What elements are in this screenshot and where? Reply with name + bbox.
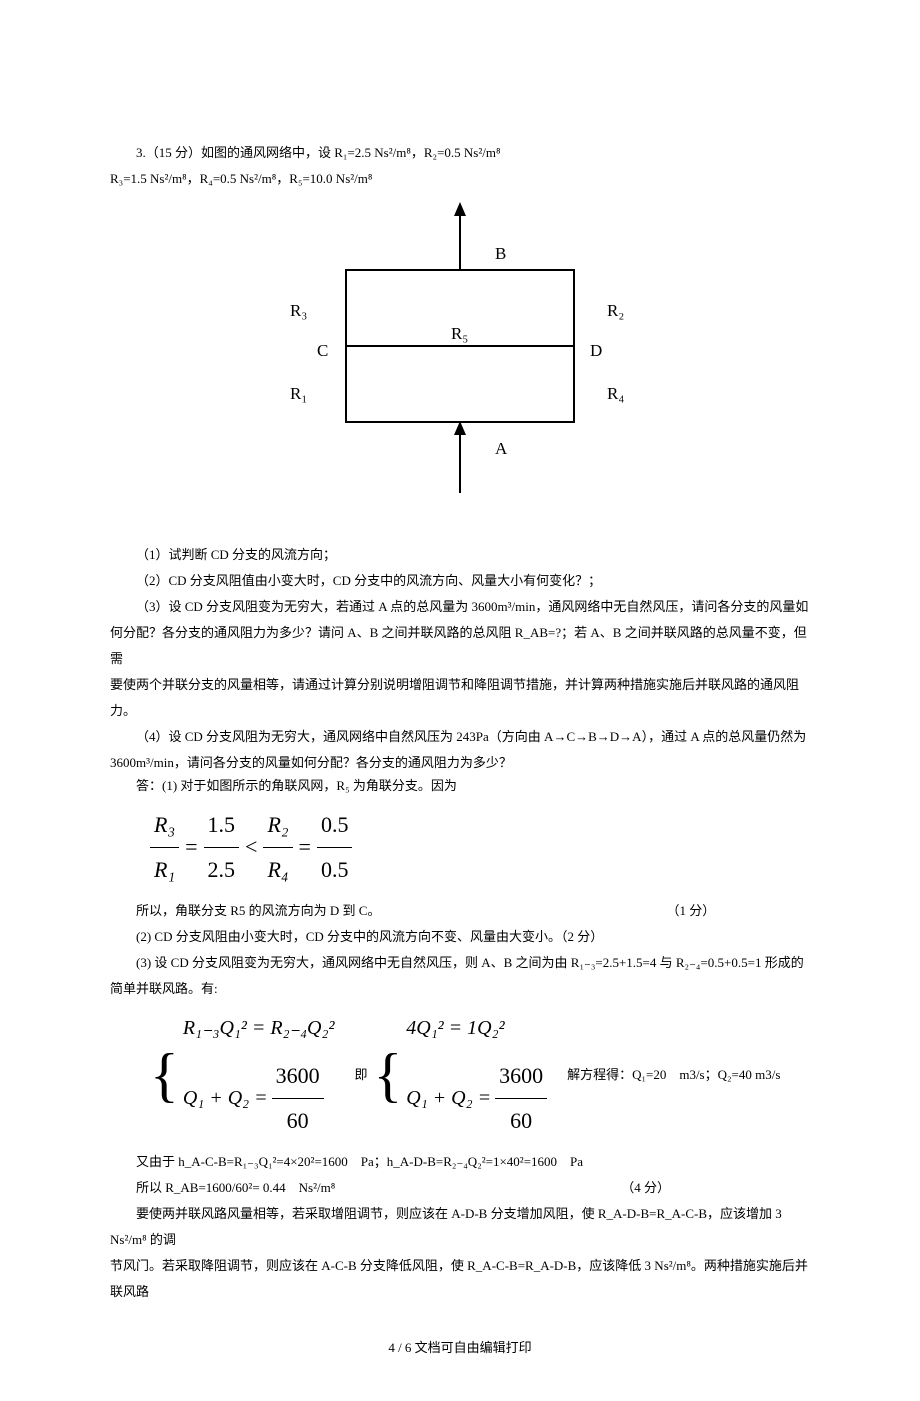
score-4: （4 分） bbox=[595, 1175, 670, 1201]
fig-label-C: C bbox=[317, 334, 328, 368]
eq-r2-num-b: 3600 bbox=[495, 1054, 547, 1099]
q3-sub4b: 3600m³/min，请问各分支的风量如何分配？各分支的通风阻力为多少？ bbox=[110, 750, 810, 776]
q3-sub1: （1）试判断 CD 分支的风流方向； bbox=[110, 542, 810, 568]
q3-intro1: 3.（15 分）如图的通风网络中，设 R₁=2.5 Ns²/m⁸，R₂=0.5 … bbox=[110, 140, 810, 166]
fig-label-A: A bbox=[495, 432, 507, 466]
q3-sub3c: 要使两个并联分支的风量相等，请通过计算分别说明增阻调节和降阻调节措施，并计算两种… bbox=[110, 672, 810, 724]
fig-label-B: B bbox=[495, 237, 506, 271]
frac-R2: R₂ bbox=[267, 812, 288, 837]
fig-label-D: D bbox=[590, 334, 602, 368]
frac-R4: R₄ bbox=[267, 857, 288, 882]
eq-r2-num: 3600 bbox=[272, 1054, 324, 1099]
ans-a5: 节风门。若采取降阻调节，则应该在 A-C-B 分支降低风阻，使 R_A-C-B=… bbox=[110, 1253, 810, 1305]
ans-a3b: 简单并联风路。有: bbox=[110, 976, 810, 1002]
frac-R1: R₁ bbox=[154, 857, 175, 882]
eq-r1: R₁₋₃Q₁² = R₂₋₄Q₂² bbox=[183, 1008, 335, 1048]
fig-label-R5: R₅ bbox=[451, 317, 468, 351]
ans-head: 答：(1) 对于如图所示的角联风网，R₅ 为角联分支。因为 bbox=[110, 776, 810, 797]
fig-label-R2: R₂ bbox=[607, 294, 624, 328]
fig-label-R4: R₄ bbox=[607, 377, 624, 411]
q3-intro2: R₃=1.5 Ns²/m⁸，R₄=0.5 Ns²/m⁸，R₅=10.0 Ns²/… bbox=[110, 166, 810, 192]
eq-solve: 解方程得：Q₁=20 m3/s；Q₂=40 m3/s bbox=[567, 1062, 780, 1088]
ans-a1: 所以，角联分支 R5 的风流方向为 D 到 C。 （1 分） bbox=[110, 898, 810, 924]
eq-sign: = bbox=[185, 825, 197, 869]
fig-label-R3: R₃ bbox=[290, 294, 307, 328]
frac-0.5b: 0.5 bbox=[317, 848, 353, 892]
eq-r2-lhs: Q₁ + Q₂ = bbox=[183, 1078, 268, 1118]
ans-h2: 所以 R_AB=1600/60²= 0.44 Ns²/m⁸ （4 分） bbox=[110, 1175, 810, 1201]
q3-sub3a: （3）设 CD 分支风阻变为无穷大，若通过 A 点的总风量为 3600m³/mi… bbox=[110, 594, 810, 620]
q3-sub3b: 何分配？各分支的通风阻力为多少？请问 A、B 之间并联风路的总风阻 R_AB=?… bbox=[110, 620, 810, 672]
page-footer: 4 / 6 文档可自由编辑打印 bbox=[110, 1335, 810, 1361]
q3-sub2: （2）CD 分支风阻值由小变大时，CD 分支中的风流方向、风量大小有何变化？； bbox=[110, 568, 810, 594]
score-1: （1 分） bbox=[640, 898, 715, 924]
eq-r3: 4Q₁² = 1Q₂² bbox=[406, 1008, 504, 1048]
ans-fraction-eq: R₃ R₁ = 1.52.5 < R₂ R₄ = 0.50.5 bbox=[150, 803, 810, 892]
frac-0.5a: 0.5 bbox=[317, 803, 353, 848]
ans-a4: 要使两并联风路风量相等，若采取增阻调节，则应该在 A-D-B 分支增加风阻，使 … bbox=[110, 1201, 810, 1253]
fig-label-R1: R₁ bbox=[290, 377, 307, 411]
frac-R3: R₃ bbox=[154, 812, 175, 837]
ans-a3: (3) 设 CD 分支风阻变为无穷大，通风网络中无自然风压，则 A、B 之间为由… bbox=[110, 950, 810, 976]
eq-sign2: = bbox=[299, 825, 311, 869]
ans-h1: 又由于 h_A-C-B=R₁₋₃Q₁²=4×20²=1600 Pa；h_A-D-… bbox=[110, 1149, 810, 1175]
eq-mid: 即 bbox=[354, 1062, 367, 1088]
ans-a2: (2) CD 分支风阻由小变大时，CD 分支中的风流方向不变、风量由大变小。（2… bbox=[110, 924, 810, 950]
eq-r2-den-b: 60 bbox=[495, 1099, 547, 1143]
eq-r2-den: 60 bbox=[272, 1099, 324, 1143]
frac-1.5: 1.5 bbox=[204, 803, 240, 848]
brace-system: { R₁₋₃Q₁² = R₂₋₄Q₂² Q₁ + Q₂ = 360060 即 {… bbox=[150, 1008, 810, 1143]
frac-2.5: 2.5 bbox=[204, 848, 240, 892]
network-figure: B R₃ R₂ R₅ C D R₁ R₄ A bbox=[245, 202, 675, 532]
lt-sign: < bbox=[245, 825, 257, 869]
eq-r2-lhs-b: Q₁ + Q₂ = bbox=[406, 1078, 491, 1118]
q3-sub4a: （4）设 CD 分支风阻为无穷大，通风网络中自然风压为 243Pa（方向由 A→… bbox=[110, 724, 810, 750]
